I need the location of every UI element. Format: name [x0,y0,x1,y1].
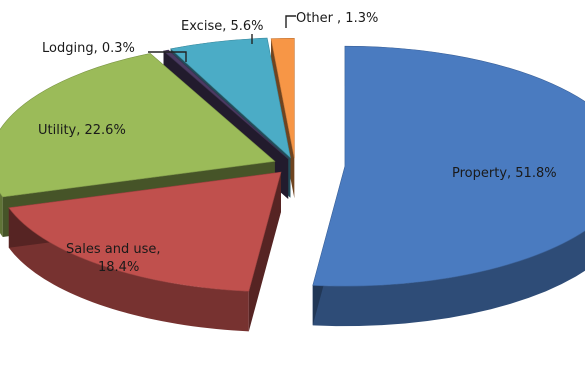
slice-label-other: Other , 1.3% [296,11,378,26]
pie-slice-top-sales-and-use [8,171,282,292]
pie-slice-top-property [312,45,585,287]
pie-slice-side-property [312,46,585,327]
pie-slice-top-other [270,37,295,159]
pie-slice-property [312,45,585,327]
pie-slice-top-lodging [162,49,289,160]
slice-label-property: Property, 51.8% [452,166,557,181]
slice-label-sales-line1: Sales and use, [66,242,160,257]
slice-label-lodging: Lodging, 0.3% [42,41,135,56]
slice-label-sales-line2: 18.4% [98,260,139,275]
pie-slice-side-sales-and-use [8,207,249,332]
slice-label-utility: Utility, 22.6% [38,123,126,138]
leader-line-lodging [148,51,187,62]
pie-slice-sales-and-use [8,171,282,332]
pie-slice-top-excise [170,37,291,159]
slice-label-excise: Excise, 5.6% [181,19,264,34]
pie-slice-top-utility [0,53,276,198]
leader-line-other [285,15,296,28]
